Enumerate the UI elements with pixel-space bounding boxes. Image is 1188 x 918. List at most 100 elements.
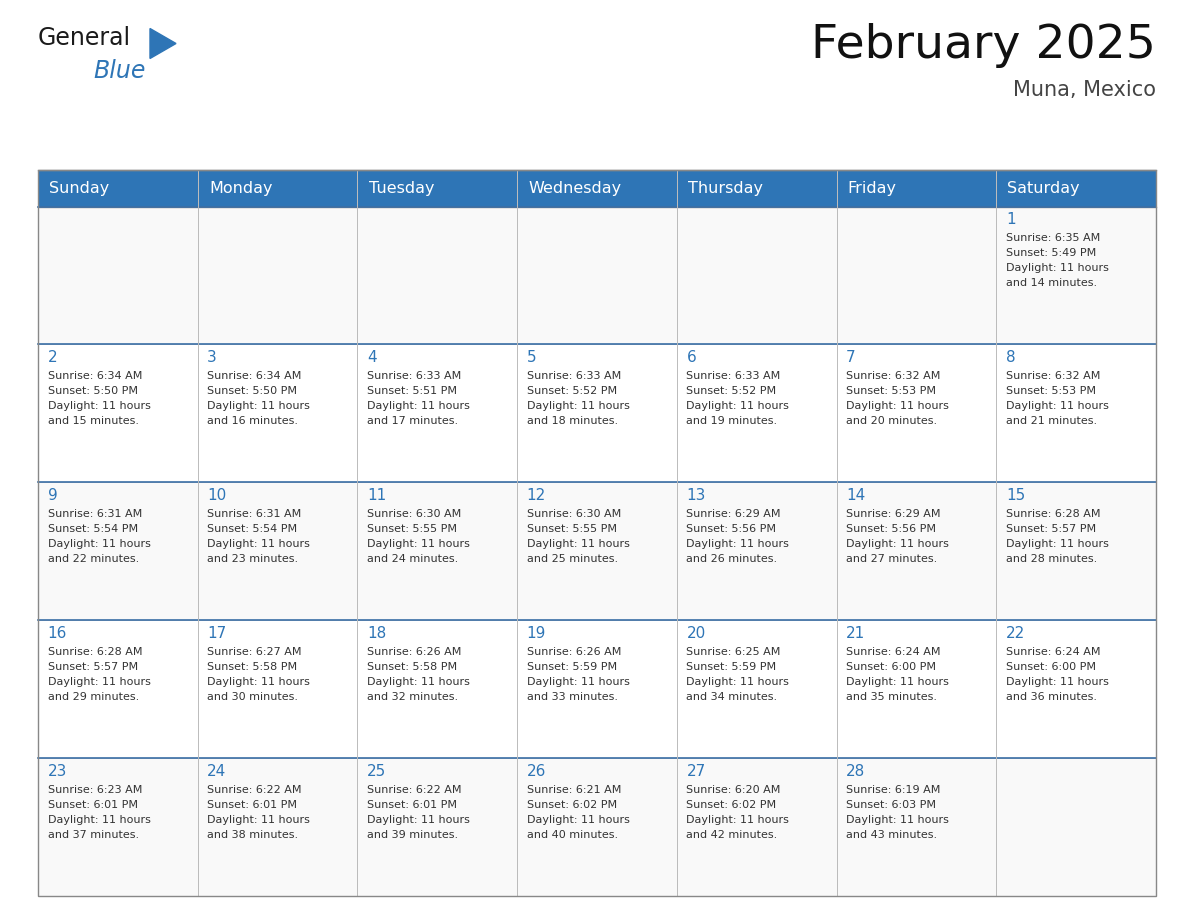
Text: and 16 minutes.: and 16 minutes. — [207, 416, 298, 426]
Text: Sunset: 5:55 PM: Sunset: 5:55 PM — [367, 524, 457, 534]
Text: Sunrise: 6:34 AM: Sunrise: 6:34 AM — [207, 372, 302, 381]
Text: and 14 minutes.: and 14 minutes. — [1006, 278, 1097, 288]
Text: and 43 minutes.: and 43 minutes. — [846, 830, 937, 839]
Bar — [38, 344, 197, 482]
Text: Sunset: 5:57 PM: Sunset: 5:57 PM — [1006, 524, 1097, 534]
Bar — [997, 344, 1156, 482]
Text: Sunrise: 6:30 AM: Sunrise: 6:30 AM — [526, 509, 621, 520]
Text: and 15 minutes.: and 15 minutes. — [48, 416, 139, 426]
Bar — [358, 207, 517, 344]
Text: Sunset: 5:52 PM: Sunset: 5:52 PM — [687, 386, 777, 397]
Text: Sunset: 5:59 PM: Sunset: 5:59 PM — [526, 662, 617, 672]
Text: Sunrise: 6:34 AM: Sunrise: 6:34 AM — [48, 372, 141, 381]
Text: Sunset: 5:54 PM: Sunset: 5:54 PM — [207, 524, 297, 534]
Bar — [677, 170, 836, 207]
Text: and 37 minutes.: and 37 minutes. — [48, 830, 139, 839]
Text: and 18 minutes.: and 18 minutes. — [526, 416, 618, 426]
Text: and 19 minutes.: and 19 minutes. — [687, 416, 778, 426]
Text: Daylight: 11 hours: Daylight: 11 hours — [48, 539, 151, 549]
Text: and 25 minutes.: and 25 minutes. — [526, 554, 618, 564]
Bar — [197, 482, 358, 621]
Text: 4: 4 — [367, 350, 377, 364]
Bar — [38, 170, 197, 207]
Bar — [677, 207, 836, 344]
Text: Sunrise: 6:19 AM: Sunrise: 6:19 AM — [846, 785, 941, 795]
Text: Sunrise: 6:20 AM: Sunrise: 6:20 AM — [687, 785, 781, 795]
Bar — [677, 621, 836, 758]
Text: Sunrise: 6:24 AM: Sunrise: 6:24 AM — [846, 647, 941, 657]
Text: and 28 minutes.: and 28 minutes. — [1006, 554, 1098, 564]
Text: Daylight: 11 hours: Daylight: 11 hours — [48, 677, 151, 687]
Bar — [358, 758, 517, 896]
Bar — [517, 207, 677, 344]
Text: Blue: Blue — [93, 59, 145, 83]
Text: Sunrise: 6:32 AM: Sunrise: 6:32 AM — [846, 372, 941, 381]
Text: Sunset: 5:58 PM: Sunset: 5:58 PM — [367, 662, 457, 672]
Bar — [38, 207, 197, 344]
Text: Sunrise: 6:33 AM: Sunrise: 6:33 AM — [367, 372, 461, 381]
Bar — [677, 344, 836, 482]
Text: Daylight: 11 hours: Daylight: 11 hours — [207, 539, 310, 549]
Text: 18: 18 — [367, 626, 386, 641]
Text: and 24 minutes.: and 24 minutes. — [367, 554, 459, 564]
Bar — [997, 758, 1156, 896]
Bar — [677, 482, 836, 621]
Text: Daylight: 11 hours: Daylight: 11 hours — [207, 401, 310, 411]
Text: and 29 minutes.: and 29 minutes. — [48, 691, 139, 701]
Text: Daylight: 11 hours: Daylight: 11 hours — [367, 539, 470, 549]
Text: Sunrise: 6:21 AM: Sunrise: 6:21 AM — [526, 785, 621, 795]
Text: 22: 22 — [1006, 626, 1025, 641]
Text: Daylight: 11 hours: Daylight: 11 hours — [1006, 263, 1108, 273]
Text: and 22 minutes.: and 22 minutes. — [48, 554, 139, 564]
Text: Sunset: 5:55 PM: Sunset: 5:55 PM — [526, 524, 617, 534]
Text: Sunrise: 6:29 AM: Sunrise: 6:29 AM — [687, 509, 781, 520]
Text: 21: 21 — [846, 626, 865, 641]
Text: and 39 minutes.: and 39 minutes. — [367, 830, 459, 839]
Bar — [997, 207, 1156, 344]
Text: and 42 minutes.: and 42 minutes. — [687, 830, 778, 839]
Text: Friday: Friday — [848, 181, 897, 196]
Text: Daylight: 11 hours: Daylight: 11 hours — [687, 677, 789, 687]
Bar — [517, 344, 677, 482]
Text: Daylight: 11 hours: Daylight: 11 hours — [846, 677, 949, 687]
Text: Sunrise: 6:31 AM: Sunrise: 6:31 AM — [48, 509, 141, 520]
Text: Sunset: 5:54 PM: Sunset: 5:54 PM — [48, 524, 138, 534]
Bar — [358, 344, 517, 482]
Bar — [197, 170, 358, 207]
Bar — [836, 482, 997, 621]
Text: Sunset: 5:49 PM: Sunset: 5:49 PM — [1006, 248, 1097, 258]
Text: Sunset: 5:53 PM: Sunset: 5:53 PM — [1006, 386, 1095, 397]
Text: Saturday: Saturday — [1007, 181, 1080, 196]
Text: Sunset: 6:01 PM: Sunset: 6:01 PM — [367, 800, 457, 810]
Text: Tuesday: Tuesday — [368, 181, 434, 196]
Text: Sunset: 6:02 PM: Sunset: 6:02 PM — [687, 800, 777, 810]
Text: Sunrise: 6:25 AM: Sunrise: 6:25 AM — [687, 647, 781, 657]
Text: Sunday: Sunday — [49, 181, 109, 196]
Text: 20: 20 — [687, 626, 706, 641]
Bar — [197, 207, 358, 344]
Text: Thursday: Thursday — [688, 181, 763, 196]
Text: Daylight: 11 hours: Daylight: 11 hours — [526, 401, 630, 411]
Text: Sunset: 5:57 PM: Sunset: 5:57 PM — [48, 662, 138, 672]
Bar — [836, 758, 997, 896]
Text: Sunset: 6:03 PM: Sunset: 6:03 PM — [846, 800, 936, 810]
Text: Sunset: 6:01 PM: Sunset: 6:01 PM — [48, 800, 138, 810]
Text: Muna, Mexico: Muna, Mexico — [1013, 80, 1156, 100]
Text: Sunrise: 6:33 AM: Sunrise: 6:33 AM — [687, 372, 781, 381]
Text: Sunset: 5:56 PM: Sunset: 5:56 PM — [846, 524, 936, 534]
Text: Sunset: 5:50 PM: Sunset: 5:50 PM — [207, 386, 297, 397]
Text: Sunrise: 6:27 AM: Sunrise: 6:27 AM — [207, 647, 302, 657]
Text: 16: 16 — [48, 626, 67, 641]
Text: Daylight: 11 hours: Daylight: 11 hours — [367, 677, 470, 687]
Bar — [38, 758, 197, 896]
Text: 26: 26 — [526, 764, 546, 778]
Text: Daylight: 11 hours: Daylight: 11 hours — [526, 814, 630, 824]
Text: 3: 3 — [207, 350, 217, 364]
Text: Daylight: 11 hours: Daylight: 11 hours — [846, 401, 949, 411]
Bar — [517, 170, 677, 207]
Bar — [38, 170, 1156, 896]
Bar — [358, 170, 517, 207]
Bar — [836, 621, 997, 758]
Text: 14: 14 — [846, 487, 865, 503]
Text: and 23 minutes.: and 23 minutes. — [207, 554, 298, 564]
